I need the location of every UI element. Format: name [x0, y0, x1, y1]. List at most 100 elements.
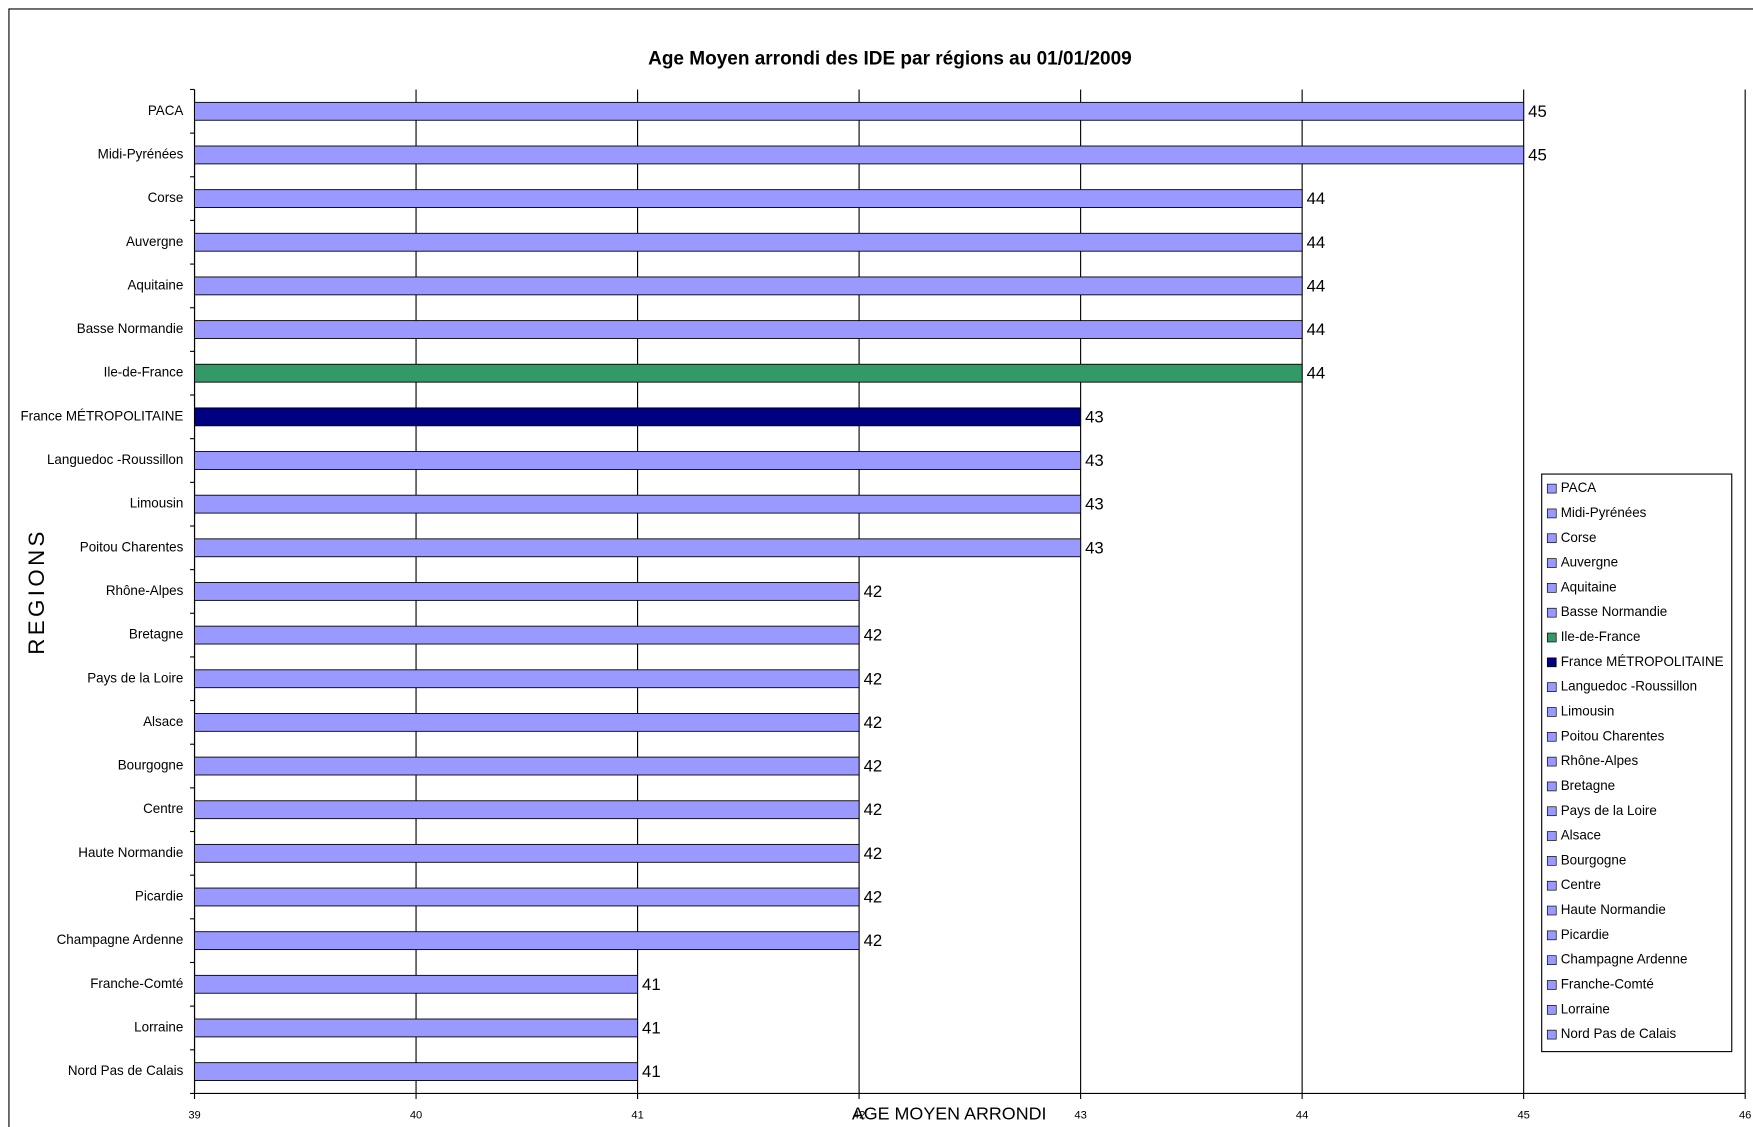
value-label: 42 [864, 844, 883, 863]
legend-label: Pays de la Loire [1561, 803, 1657, 818]
value-label: 42 [864, 888, 883, 907]
bar [194, 756, 860, 776]
value-label: 44 [1307, 233, 1326, 252]
legend-swatch [1546, 707, 1557, 717]
legend-label: France MÉTROPOLITAINE [1561, 654, 1724, 669]
legend-label: Poitou Charentes [1561, 728, 1665, 743]
bar [194, 145, 1525, 165]
y-axis-label: REGIONS [24, 528, 49, 655]
x-tick-label: 45 [1517, 1110, 1529, 1122]
y-tick-label: Bretagne [129, 627, 183, 642]
legend-swatch [1546, 930, 1557, 941]
y-tick-label: Rhône-Alpes [106, 583, 184, 598]
y-tick-label: Champagne Ardenne [57, 932, 184, 947]
legend-label: Aquitaine [1561, 579, 1617, 594]
value-label: 43 [1085, 538, 1104, 557]
legend-label: Haute Normandie [1561, 902, 1666, 917]
y-tick-label: Centre [143, 801, 183, 816]
x-tick-label: 43 [1074, 1110, 1086, 1122]
value-label: 44 [1307, 320, 1326, 339]
legend-swatch [1546, 607, 1557, 618]
bar [194, 931, 860, 951]
legend-swatch [1546, 1029, 1557, 1040]
legend-swatch [1546, 731, 1557, 742]
legend-swatch [1546, 558, 1557, 568]
legend-label: Corse [1561, 530, 1597, 545]
y-tick-label: Basse Normandie [77, 321, 184, 336]
value-label: 42 [864, 931, 883, 950]
value-label: 41 [642, 1018, 661, 1037]
bar [194, 669, 860, 689]
value-label: 41 [642, 1062, 661, 1081]
legend-swatch [1546, 905, 1557, 916]
y-tick-label: Midi-Pyrénées [98, 146, 184, 161]
y-tick-label: Languedoc -Roussillon [47, 452, 183, 467]
y-tick-label: PACA [148, 103, 184, 118]
y-tick-label: Bourgogne [118, 758, 184, 773]
legend-swatch [1546, 980, 1557, 990]
value-label: 44 [1307, 189, 1326, 208]
legend-swatch [1546, 955, 1557, 965]
value-label: 42 [864, 757, 883, 776]
bar [194, 276, 1303, 296]
y-tick-label: Limousin [130, 496, 184, 511]
legend-swatch [1546, 533, 1557, 544]
bar [194, 189, 1303, 208]
y-tick-label: Lorraine [134, 1019, 183, 1034]
legend-swatch [1546, 856, 1557, 866]
legend-label: Rhône-Alpes [1561, 753, 1639, 768]
bar [194, 713, 860, 732]
legend-label: Limousin [1561, 704, 1615, 719]
legend-swatch [1546, 831, 1557, 841]
y-tick-label: Franche-Comté [90, 976, 183, 991]
value-label: 44 [1307, 364, 1326, 383]
bar [194, 494, 1082, 514]
legend-label: Ile-de-France [1561, 629, 1641, 644]
legend-label: Centre [1561, 877, 1601, 892]
legend-swatch [1546, 508, 1557, 519]
bar [194, 582, 860, 601]
chart-title: Age Moyen arrondi des IDE par régions au… [648, 48, 1132, 69]
value-label: 45 [1528, 102, 1547, 121]
legend-label: Midi-Pyrénées [1561, 505, 1647, 520]
legend-label: Lorraine [1561, 1001, 1610, 1016]
bar [194, 407, 1082, 427]
legend-label: Bourgogne [1561, 852, 1627, 867]
value-label: 42 [864, 626, 883, 645]
legend-swatch [1546, 632, 1557, 643]
value-label: 44 [1307, 276, 1326, 295]
value-label: 42 [864, 800, 883, 819]
x-tick-label: 44 [1296, 1110, 1308, 1122]
bar [194, 101, 1525, 121]
value-label: 43 [1085, 495, 1104, 514]
y-tick-label: Poitou Charentes [80, 539, 184, 554]
y-tick-label: Alsace [143, 714, 183, 729]
legend-swatch [1546, 806, 1557, 817]
y-tick-label: Nord Pas de Calais [68, 1063, 184, 1078]
legend-swatch [1546, 583, 1557, 593]
legend-swatch [1546, 682, 1557, 692]
bar [194, 538, 1082, 558]
bar [194, 451, 1082, 470]
legend-swatch [1546, 756, 1557, 767]
legend-swatch [1546, 781, 1557, 792]
legend-label: Champagne Ardenne [1561, 952, 1688, 967]
bar [194, 887, 860, 907]
y-tick-label: Aquitaine [127, 277, 183, 292]
legend-label: Basse Normandie [1561, 604, 1668, 619]
y-tick-label: Picardie [135, 889, 183, 904]
legend-label: PACA [1561, 480, 1597, 495]
x-tick-label: 46 [1739, 1110, 1751, 1122]
legend-swatch [1546, 483, 1557, 494]
value-label: 43 [1085, 451, 1104, 470]
bar [194, 625, 860, 645]
legend-swatch [1546, 880, 1557, 891]
legend-label: Languedoc -Roussillon [1561, 679, 1697, 694]
bar [194, 974, 639, 994]
bar [194, 1062, 639, 1081]
bar [194, 1018, 639, 1038]
value-label: 43 [1085, 407, 1104, 426]
legend-swatch [1546, 657, 1557, 668]
value-label: 42 [864, 669, 883, 688]
